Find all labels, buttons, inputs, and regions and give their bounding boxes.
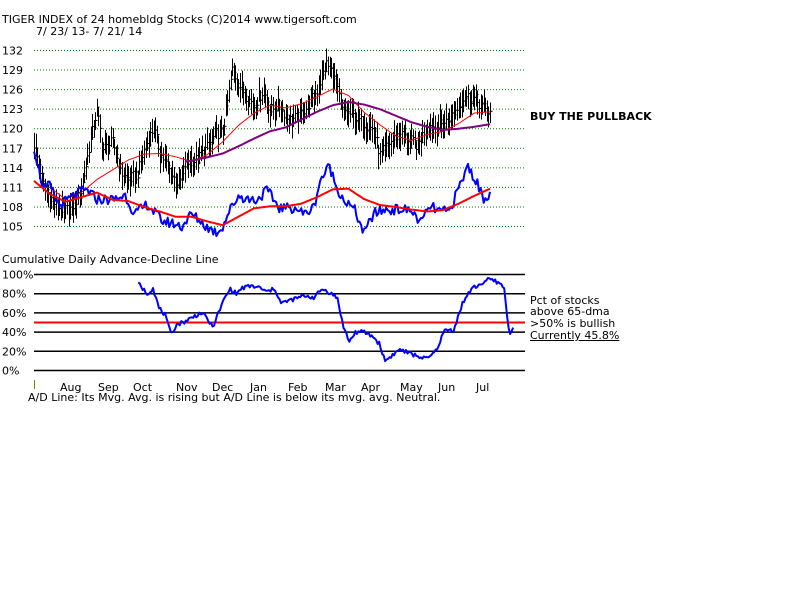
month-label-jul: Jul <box>475 381 489 394</box>
price-tick-label: 105 <box>2 221 23 234</box>
month-label-jun: Jun <box>437 381 455 394</box>
month-label-feb: Feb <box>288 381 307 394</box>
price-bars <box>34 48 493 227</box>
price-tick-label: 114 <box>2 162 23 175</box>
chart-lines <box>33 88 491 238</box>
pct-current-value: Currently 45.8% <box>530 329 620 342</box>
pct-label-line1: Pct of stocks <box>530 294 600 307</box>
signal-annotation: BUY THE PULLBACK <box>530 110 652 123</box>
month-label-sep: Sep <box>98 381 119 394</box>
price-tick-label: 123 <box>2 103 23 116</box>
ad-moving-average <box>33 180 491 227</box>
price-tick-label: 129 <box>2 64 23 77</box>
ad-panel-title: Cumulative Daily Advance-Decline Line <box>2 253 219 266</box>
month-label-aug: Aug <box>60 381 81 394</box>
price-tick-label: 117 <box>2 142 23 155</box>
month-label-mar: Mar <box>325 381 346 394</box>
month-label-nov: Nov <box>176 381 198 394</box>
ad-line <box>33 151 491 238</box>
price-tick-label: 108 <box>2 201 23 214</box>
pct-panel <box>34 273 525 372</box>
date-range: 7/ 23/ 13- 7/ 21/ 14 <box>36 25 143 38</box>
price-tick-label: 132 <box>2 45 23 58</box>
price-tick-label: 111 <box>2 181 23 194</box>
price-tick-label: 126 <box>2 84 23 97</box>
pct-above-65dma-line <box>137 277 515 363</box>
chart-title: TIGER INDEX of 24 homebldg Stocks (C)201… <box>2 13 357 26</box>
pct-label-line2: above 65-dma <box>530 305 610 318</box>
ma-long-line <box>184 101 491 163</box>
ma-short-line <box>34 88 491 200</box>
month-label-apr: Apr <box>361 381 381 394</box>
price-tick-label: 120 <box>2 123 23 136</box>
month-label-oct: Oct <box>133 381 153 394</box>
month-label-may: May <box>400 381 423 394</box>
pct-tick-label: 100% <box>2 269 33 282</box>
pct-tick-label: 0% <box>2 365 19 378</box>
pct-tick-label: 20% <box>2 345 26 358</box>
pct-tick-label: 60% <box>2 307 26 320</box>
month-label-jan: Jan <box>249 381 267 394</box>
month-label-dec: Dec <box>212 381 233 394</box>
ad-status-footer: A/D Line: Its Mvg. Avg. is rising but A/… <box>28 391 441 404</box>
pct-label-line3: >50% is bullish <box>530 317 616 330</box>
axis-labels: 105 108 111 114 117 120 123 126 129 132 0% 20% 40% 60… <box>2 45 489 395</box>
pct-tick-label: 80% <box>2 288 26 301</box>
pct-tick-label: 40% <box>2 326 26 339</box>
